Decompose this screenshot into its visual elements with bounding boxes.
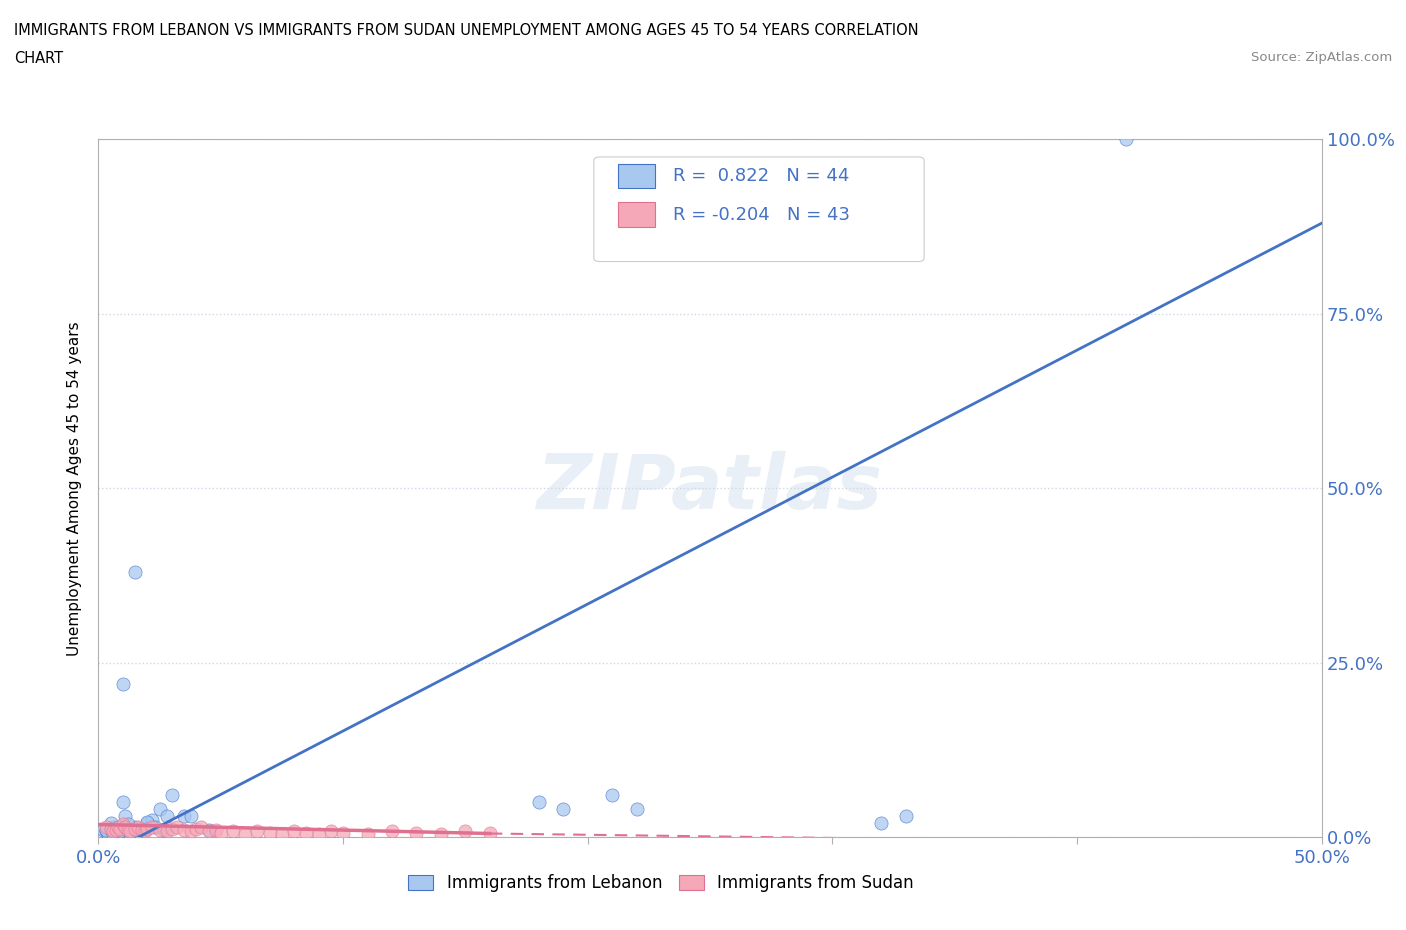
Point xyxy=(308,826,330,841)
Point xyxy=(94,819,117,834)
Point xyxy=(111,676,134,691)
Text: R = -0.204   N = 43: R = -0.204 N = 43 xyxy=(673,206,851,224)
Text: ZIPatlas: ZIPatlas xyxy=(537,451,883,525)
Point xyxy=(381,824,404,839)
Point xyxy=(197,823,219,838)
Point xyxy=(626,802,648,817)
Point xyxy=(153,823,176,838)
Point xyxy=(129,826,152,841)
Point xyxy=(91,823,114,838)
Point xyxy=(110,824,132,839)
Point xyxy=(131,823,153,838)
Point xyxy=(114,809,136,824)
Point xyxy=(94,824,117,839)
Point xyxy=(454,824,477,839)
Legend: Immigrants from Lebanon, Immigrants from Sudan: Immigrants from Lebanon, Immigrants from… xyxy=(402,867,921,898)
Point xyxy=(136,815,159,830)
Point xyxy=(101,826,124,841)
Point xyxy=(173,823,195,838)
Point xyxy=(246,824,269,839)
Point xyxy=(141,812,163,827)
Point xyxy=(233,826,256,841)
Point xyxy=(124,565,146,579)
Text: CHART: CHART xyxy=(14,51,63,66)
Point xyxy=(143,819,166,834)
Point xyxy=(107,819,129,834)
Point xyxy=(894,809,917,824)
Point xyxy=(111,794,134,809)
Point xyxy=(430,826,453,841)
Point xyxy=(156,824,179,839)
Bar xyxy=(619,203,655,227)
Point xyxy=(156,809,179,824)
Point xyxy=(283,824,305,839)
Point xyxy=(173,809,195,824)
Point xyxy=(124,821,146,836)
Point xyxy=(100,821,122,836)
Point xyxy=(134,821,156,836)
Point xyxy=(104,823,127,838)
Point xyxy=(136,816,159,830)
Point xyxy=(1115,132,1137,147)
Point xyxy=(134,824,156,839)
Bar xyxy=(619,164,655,189)
Point xyxy=(100,816,122,830)
Point xyxy=(197,824,219,839)
Point xyxy=(222,824,245,839)
Point xyxy=(190,819,212,834)
Point xyxy=(111,817,134,832)
Point xyxy=(553,802,575,817)
Point xyxy=(110,821,132,836)
Point xyxy=(136,821,159,836)
Point xyxy=(101,824,124,839)
Text: R =  0.822   N = 44: R = 0.822 N = 44 xyxy=(673,167,849,185)
Point xyxy=(205,823,228,838)
Point xyxy=(101,819,124,834)
FancyBboxPatch shape xyxy=(593,157,924,261)
Point xyxy=(259,826,281,841)
Point xyxy=(332,826,354,841)
Point xyxy=(114,819,136,834)
Point xyxy=(117,824,139,839)
Point xyxy=(141,819,163,834)
Point xyxy=(107,826,129,841)
Point xyxy=(127,824,149,839)
Point xyxy=(117,817,139,832)
Point xyxy=(94,823,117,838)
Point xyxy=(186,821,208,836)
Point xyxy=(107,819,129,834)
Text: Source: ZipAtlas.com: Source: ZipAtlas.com xyxy=(1251,51,1392,64)
Point xyxy=(160,821,183,836)
Point xyxy=(180,809,202,824)
Point xyxy=(127,819,149,834)
Point xyxy=(120,824,142,839)
Point xyxy=(600,788,623,803)
Point xyxy=(97,826,120,841)
Point xyxy=(124,819,146,834)
Point xyxy=(149,802,172,817)
Point xyxy=(319,824,342,839)
Text: IMMIGRANTS FROM LEBANON VS IMMIGRANTS FROM SUDAN UNEMPLOYMENT AMONG AGES 45 TO 5: IMMIGRANTS FROM LEBANON VS IMMIGRANTS FR… xyxy=(14,23,918,38)
Point xyxy=(100,823,122,838)
Point xyxy=(405,826,427,841)
Point xyxy=(478,826,501,841)
Point xyxy=(527,794,550,809)
Point xyxy=(356,826,378,841)
Y-axis label: Unemployment Among Ages 45 to 54 years: Unemployment Among Ages 45 to 54 years xyxy=(67,321,83,656)
Point xyxy=(149,823,172,838)
Point xyxy=(131,823,153,838)
Point xyxy=(120,826,142,841)
Point xyxy=(166,819,188,834)
Point xyxy=(104,824,127,839)
Point xyxy=(180,824,202,839)
Point xyxy=(295,826,318,841)
Point xyxy=(870,816,893,830)
Point xyxy=(117,823,139,838)
Point xyxy=(209,826,232,841)
Point xyxy=(160,788,183,803)
Point xyxy=(270,826,294,841)
Point xyxy=(110,821,132,836)
Point xyxy=(121,821,143,836)
